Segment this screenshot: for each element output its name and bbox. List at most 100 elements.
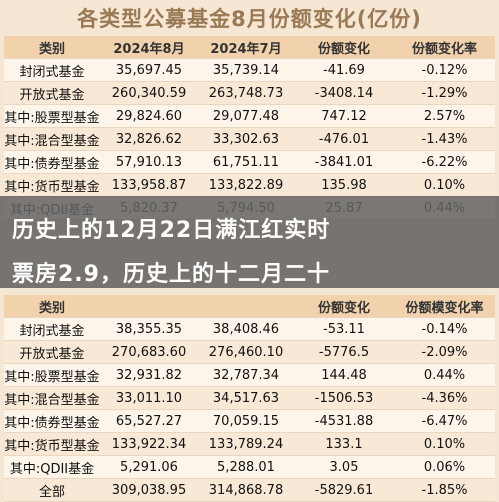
table-cell: 32,826.62 (100, 127, 198, 151)
table-cell: 133,958.87 (100, 173, 198, 197)
table-row: 开放式基金 270,683.60 276,460.10 -5776.5 -2.09% (4, 340, 495, 364)
table-row: 其中:债券型基金 65,527.27 70,059.15 -4531.88 -6.47% (4, 409, 495, 433)
table-cell: -3408.14 (294, 81, 394, 105)
table-cell: 份额变化率 (394, 36, 495, 59)
table-row: 其中:混合型基金 32,826.62 33,302.63 -476.01 -1.43% (4, 127, 495, 151)
table-cell: 2.57% (394, 104, 495, 128)
table-cell: 35,739.14 (198, 58, 294, 82)
table-cell (198, 295, 294, 318)
fund-table-bottom: 类别 份额变化 份额模变化率 封闭式基金 38,355.35 38,408.46 -53.1… (4, 295, 495, 502)
table-cell: -4.36% (394, 386, 495, 410)
table-cell: 29,077.48 (198, 104, 294, 128)
table-cell: 其中:QDII基金 (4, 455, 100, 479)
table-row: 其中:QDII基金 5,291.06 5,288.01 3.05 0.06% (4, 455, 495, 479)
table-cell: 270,683.60 (100, 340, 198, 364)
table-cell: -0.14% (394, 317, 495, 341)
table-row: 开放式基金 260,340.59 263,748.73 -3408.14 -1.29% (4, 81, 495, 105)
table-cell: 5,288.01 (198, 455, 294, 479)
table-cell: -1.85% (394, 478, 495, 502)
table-cell: 其中:混合型基金 (4, 127, 100, 151)
table-cell: -1506.53 (294, 386, 394, 410)
table-row: 封闭式基金 38,355.35 38,408.46 -53.11 -0.14% (4, 317, 495, 341)
headline-line-2: 票房2.9，历史上的十二月二十 (12, 262, 330, 287)
table-row: 其中:债券型基金 57,910.13 61,751.11 -3841.01 -6.22% (4, 150, 495, 174)
table-row: 其中:股票型基金 29,824.60 29,077.48 747.12 2.57% (4, 104, 495, 128)
table-cell: 133,922.34 (100, 432, 198, 456)
table-cell: 2024年8月 (100, 36, 198, 59)
table-cell: -3841.01 (294, 150, 394, 174)
table-cell: -41.69 (294, 58, 394, 82)
table-cell: 135.98 (294, 173, 394, 197)
table-cell: 35,697.45 (100, 58, 198, 82)
table-cell: 33,302.63 (198, 127, 294, 151)
table-cell: -6.47% (394, 409, 495, 433)
table-cell: 38,408.46 (198, 317, 294, 341)
table-cell: 0.44% (394, 363, 495, 387)
table-cell: 57,910.13 (100, 150, 198, 174)
table-cell: 309,038.95 (100, 478, 198, 502)
table-cell: 133,789.24 (198, 432, 294, 456)
table-cell: 133.1 (294, 432, 394, 456)
table-cell: 其中:货币型基金 (4, 432, 100, 456)
table-cell: -2.09% (394, 340, 495, 364)
table-cell: 开放式基金 (4, 81, 100, 105)
table-cell: 144.48 (294, 363, 394, 387)
table-cell: 0.10% (394, 173, 495, 197)
table-row: 其中:股票型基金 32,931.82 32,787.34 144.48 0.44% (4, 363, 495, 387)
table-cell: -1.43% (394, 127, 495, 151)
table-row: 其中:货币型基金 133,958.87 133,822.89 135.98 0.10% (4, 173, 495, 197)
table-cell: 份额模变化率 (394, 295, 495, 318)
table-row: 封闭式基金 35,697.45 35,739.14 -41.69 -0.12% (4, 58, 495, 82)
table-cell: 份额变化 (294, 295, 394, 318)
table-cell: 65,527.27 (100, 409, 198, 433)
table-cell: 3.05 (294, 455, 394, 479)
table-cell: 29,824.60 (100, 104, 198, 128)
table-cell: 开放式基金 (4, 340, 100, 364)
table-row: 其中:混合型基金 33,011.10 34,517.63 -1506.53 -4.36% (4, 386, 495, 410)
table-cell: 封闭式基金 (4, 317, 100, 341)
headline-banner (0, 196, 499, 288)
table-cell: 32,787.34 (198, 363, 294, 387)
table-cell: 133,822.89 (198, 173, 294, 197)
fund-table-top: 类别 2024年8月 2024年7月 份额变化 份额变化率 封闭式基金 35,697.45 3… (4, 36, 495, 220)
table-cell: 类别 (4, 36, 100, 59)
table-cell: 其中:货币型基金 (4, 173, 100, 197)
table-cell: 全部 (4, 478, 100, 502)
table-cell: -476.01 (294, 127, 394, 151)
table-cell: -4531.88 (294, 409, 394, 433)
table-cell: 其中:债券型基金 (4, 150, 100, 174)
page-title: 各类型公募基金8月份额变化(亿份) (77, 7, 422, 31)
table-cell: 0.10% (394, 432, 495, 456)
table-cell: 38,355.35 (100, 317, 198, 341)
table-cell: 747.12 (294, 104, 394, 128)
table-cell: 其中:股票型基金 (4, 104, 100, 128)
table-cell: 33,011.10 (100, 386, 198, 410)
table-cell: -1.29% (394, 81, 495, 105)
headline-line-1: 历史上的12月22日满江红实时 (12, 218, 331, 243)
table-cell: 2024年7月 (198, 36, 294, 59)
table-cell: 263,748.73 (198, 81, 294, 105)
table-cell (100, 295, 198, 318)
table-cell: 32,931.82 (100, 363, 198, 387)
table-cell: 0.06% (394, 455, 495, 479)
table-cell: 其中:股票型基金 (4, 363, 100, 387)
table-cell: 封闭式基金 (4, 58, 100, 82)
table-row: 全部 309,038.95 314,868.78 -5829.61 -1.85% (4, 478, 495, 502)
table-cell: 70,059.15 (198, 409, 294, 433)
table-header-row: 类别 份额变化 份额模变化率 (4, 295, 495, 318)
table-header-row: 类别 2024年8月 2024年7月 份额变化 份额变化率 (4, 36, 495, 59)
table-cell: 276,460.10 (198, 340, 294, 364)
table-cell: 34,517.63 (198, 386, 294, 410)
table-cell: 其中:混合型基金 (4, 386, 100, 410)
table-cell: -6.22% (394, 150, 495, 174)
table-cell: -5829.61 (294, 478, 394, 502)
table-cell: 260,340.59 (100, 81, 198, 105)
table-cell: 份额变化 (294, 36, 394, 59)
table-cell: 314,868.78 (198, 478, 294, 502)
table-row: 其中:货币型基金 133,922.34 133,789.24 133.1 0.10% (4, 432, 495, 456)
table-cell: 5,291.06 (100, 455, 198, 479)
table-cell: 61,751.11 (198, 150, 294, 174)
table-cell: -5776.5 (294, 340, 394, 364)
table-cell: -53.11 (294, 317, 394, 341)
table-cell: 其中:债券型基金 (4, 409, 100, 433)
